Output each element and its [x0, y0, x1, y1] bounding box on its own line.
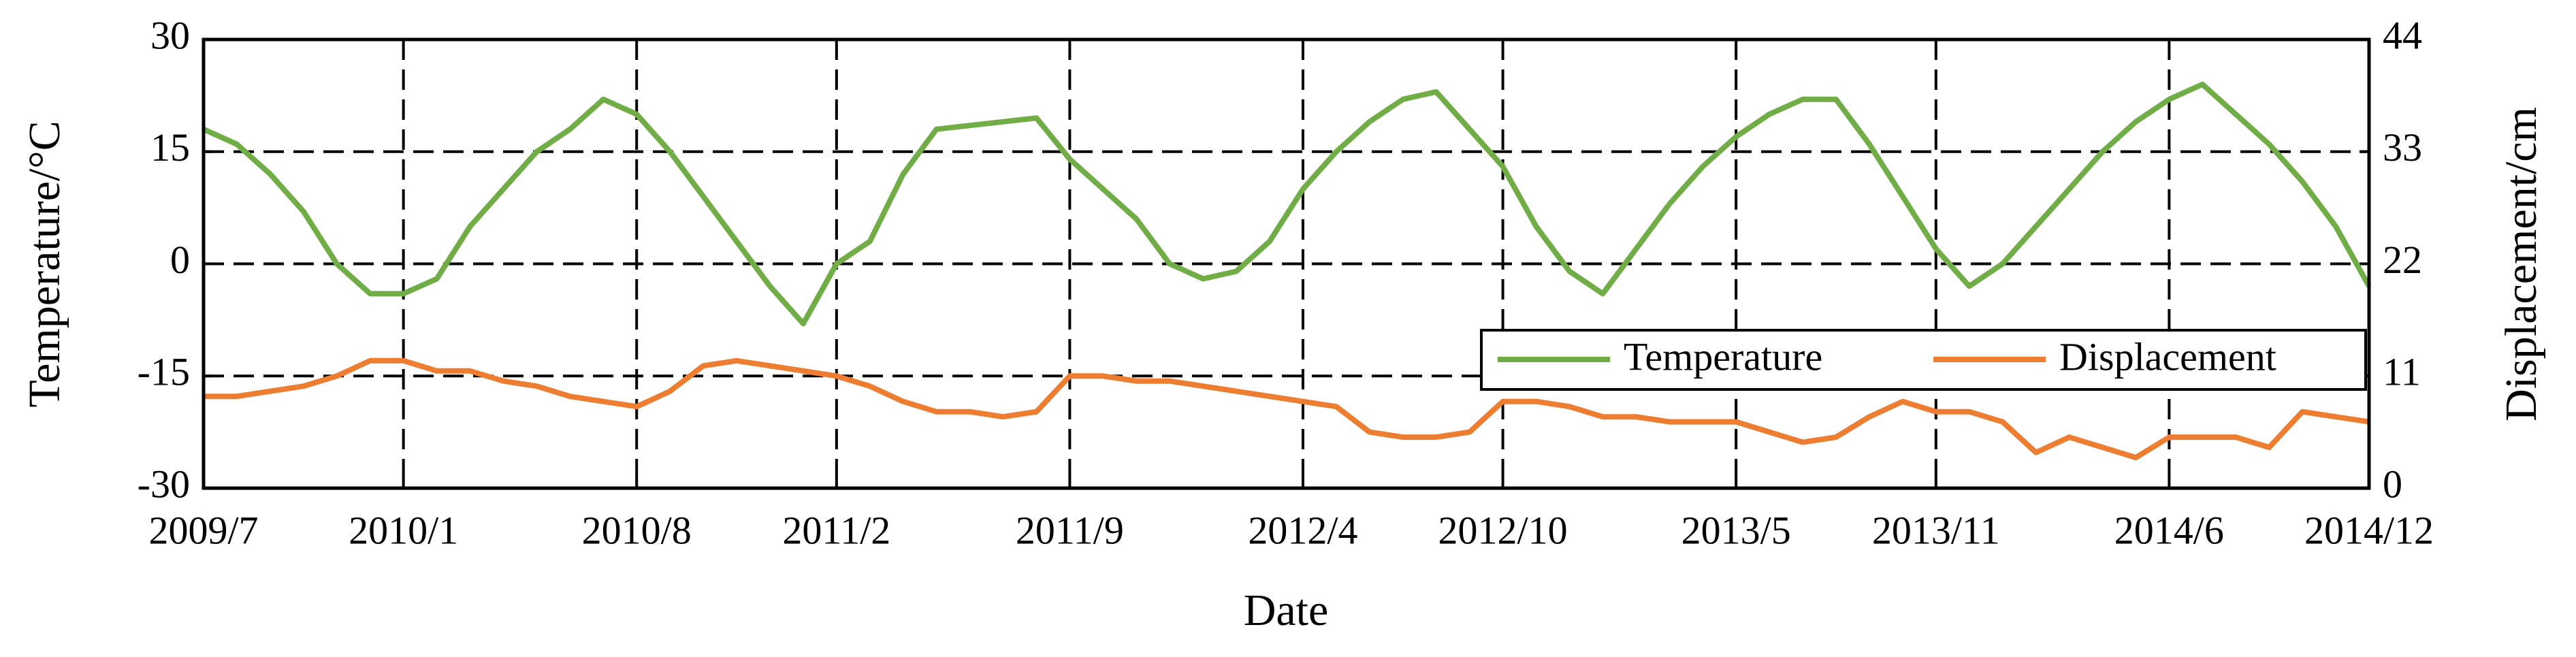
x-tick-label: 2012/4 [1248, 508, 1357, 552]
x-tick-label: 2011/9 [1016, 508, 1124, 552]
x-tick-label: 2013/5 [1681, 508, 1791, 552]
y2-tick-label: 11 [2383, 350, 2421, 394]
x-tick-label: 2010/1 [349, 508, 458, 552]
x-tick-label: 2012/10 [1438, 508, 1568, 552]
y-tick-label: -30 [138, 462, 190, 506]
x-tick-label: 2014/12 [2304, 508, 2434, 552]
y-tick-label: 0 [170, 238, 190, 282]
plot-frame [202, 37, 2371, 490]
data-line [204, 357, 2370, 461]
y2-tick-label: 0 [2383, 462, 2402, 506]
x-tick-label: 2009/7 [148, 508, 258, 552]
y-axis-title: Temperature/°C [20, 121, 69, 407]
legend-box [1480, 329, 2367, 391]
y-tick-label: -15 [138, 350, 190, 394]
x-tick-label: 2014/6 [2114, 508, 2224, 552]
y2-tick-label: 22 [2383, 238, 2422, 282]
y2-tick-label: 44 [2383, 13, 2422, 57]
x-tick-label: 2011/2 [782, 508, 890, 552]
y2-tick-label: 33 [2383, 125, 2422, 170]
x-axis-title: Date [1244, 586, 1329, 635]
y2-axis-title: Displacement/cm [2496, 107, 2546, 421]
data-line [202, 81, 2372, 327]
x-tick-label: 2010/8 [582, 508, 692, 552]
legend-label: Temperature [1624, 334, 1822, 379]
y-tick-label: 15 [150, 125, 190, 170]
x-tick-label: 2013/11 [1872, 508, 2000, 552]
y-tick-label: 30 [150, 13, 190, 57]
legend-label: Displacement [2059, 334, 2276, 379]
